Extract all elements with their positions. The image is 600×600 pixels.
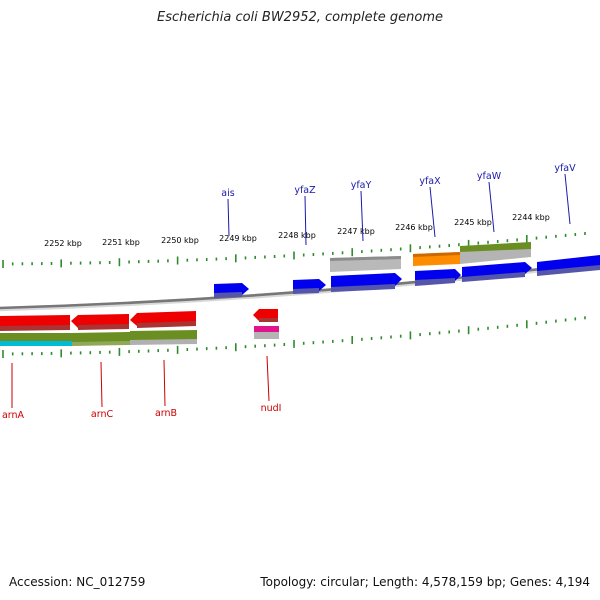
- accession-label: Accession:: [9, 575, 73, 589]
- orange-feature-edge: [413, 252, 460, 257]
- magenta-feature: [254, 326, 279, 332]
- genes-value: 4,194: [555, 575, 590, 589]
- gene-label-yfaz: yfaZ: [294, 185, 316, 196]
- gene-label-arnb: arnB: [155, 408, 177, 419]
- leader-line: [360, 190, 364, 242]
- gene-arrow-shadow: [78, 324, 129, 330]
- scale-label: 2246 kbp: [395, 223, 433, 232]
- gene-arrow-shadow: [537, 265, 600, 276]
- scale-label: 2252 kbp: [44, 239, 82, 248]
- olive-feature: [460, 242, 531, 252]
- leader-line: [429, 186, 436, 238]
- gene-arrow-shadow: [137, 321, 196, 328]
- bottom-gene-leaders: [11, 355, 270, 408]
- topology-value: circular: [320, 575, 365, 589]
- genes-label: Genes:: [509, 575, 552, 589]
- reverse-genes: [0, 309, 278, 331]
- leader-line: [227, 198, 230, 237]
- scale-ticks-bottom: [2, 316, 586, 358]
- olive-feature-edge: [72, 341, 130, 346]
- gene-arrow-yfaw: [462, 262, 532, 280]
- scale-label: 2244 kbp: [512, 213, 550, 222]
- gray-feature: [254, 332, 279, 339]
- top-gene-labels: ais yfaZ yfaY yfaX yfaW yfaV: [221, 163, 576, 199]
- scale-label: 2250 kbp: [161, 236, 199, 245]
- gene-label-ais: ais: [221, 188, 234, 199]
- leader-line: [163, 359, 166, 407]
- leader-line: [100, 361, 103, 408]
- gene-label-arnc: arnC: [91, 409, 114, 420]
- top-gene-leaders: [227, 173, 571, 246]
- gene-arrow-shadow: [214, 292, 242, 298]
- gene-arrow-shadow: [415, 278, 455, 286]
- gene-label-yfay: yfaY: [351, 180, 372, 191]
- gray-feature-edge: [130, 339, 197, 345]
- gene-arrow-shadow: [293, 288, 319, 294]
- length-label: Length:: [372, 575, 419, 589]
- gene-label-nudi: nudI: [261, 403, 282, 414]
- gray-feature-edge: [330, 256, 401, 261]
- gene-label-yfax: yfaX: [419, 176, 441, 187]
- scale-label: 2251 kbp: [102, 238, 140, 247]
- gene-arrow-shadow: [462, 272, 525, 282]
- bottom-feature-blocks: [0, 326, 279, 346]
- scale-label: 2248 kbp: [278, 231, 316, 240]
- cyan-feature: [0, 341, 72, 346]
- scale-ticks-top: [2, 232, 586, 268]
- gene-label-arna: arnA: [2, 410, 25, 421]
- topology-label: Topology:: [260, 575, 317, 589]
- bottom-gene-labels: arnA arnC arnB nudI: [2, 403, 281, 421]
- scale-label: 2247 kbp: [337, 227, 375, 236]
- accession-info: Accession: NC_012759: [9, 575, 145, 589]
- forward-genes: [214, 255, 600, 298]
- scale-label: 2245 kbp: [454, 218, 492, 227]
- leader-line: [564, 173, 571, 225]
- leader-line: [488, 181, 495, 233]
- leader-line: [266, 355, 270, 402]
- leader-line: [304, 195, 307, 246]
- page-title: Escherichia coli BW2952, complete genome: [157, 10, 443, 25]
- genome-stats: Topology: circular; Length: 4,578,159 bp…: [260, 575, 590, 589]
- accession-value: NC_012759: [76, 575, 146, 589]
- scale-labels: 2252 kbp 2251 kbp 2250 kbp 2249 kbp 2248…: [44, 213, 550, 248]
- gene-label-yfaw: yfaW: [477, 171, 502, 182]
- top-feature-blocks: [330, 242, 531, 272]
- gene-arrow-shadow: [259, 318, 278, 322]
- gene-arrow-shadow: [331, 284, 395, 292]
- olive-feature: [0, 333, 72, 341]
- gene-label-yfav: yfaV: [554, 163, 576, 174]
- scale-label: 2249 kbp: [219, 234, 257, 243]
- gene-arrow-shadow: [0, 325, 70, 331]
- length-value: 4,578,159 bp: [421, 575, 502, 589]
